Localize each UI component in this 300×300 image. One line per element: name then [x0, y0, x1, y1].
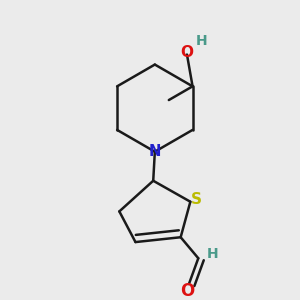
Text: O: O — [180, 282, 194, 300]
Text: O: O — [181, 45, 194, 60]
Text: H: H — [196, 34, 207, 48]
Text: S: S — [191, 192, 202, 207]
Text: H: H — [207, 248, 219, 261]
Text: N: N — [149, 144, 161, 159]
